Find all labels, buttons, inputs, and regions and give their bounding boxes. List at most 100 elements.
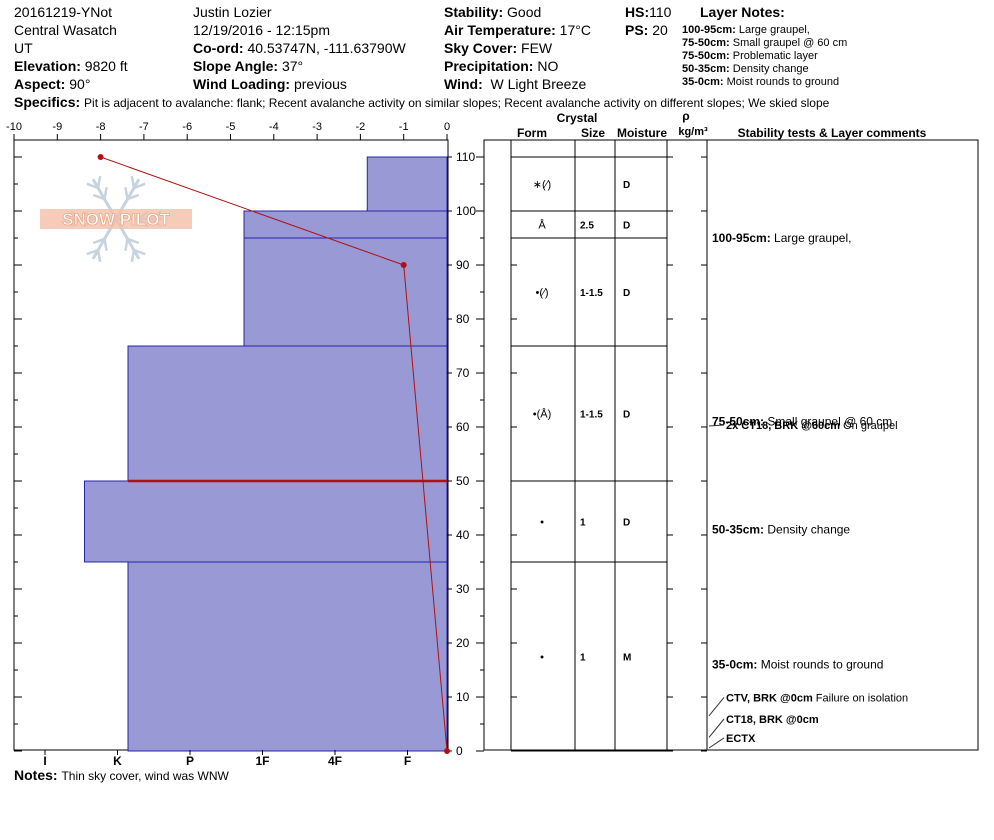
stability-test: ECTX [726, 733, 756, 745]
depth-tick-label: 30 [456, 582, 470, 596]
sky-value: FEW [521, 40, 553, 56]
crystal-size: 1-1.5 [580, 288, 603, 299]
ps-value: 20 [652, 22, 668, 38]
depth-tick-label: 70 [456, 366, 470, 380]
stability-value: Good [507, 4, 542, 20]
hardness-bar [127, 345, 448, 482]
aspect-value: 90° [69, 76, 91, 92]
depth-tick-label: 110 [456, 150, 475, 164]
depth-tick-label: 0 [456, 744, 463, 758]
stability-test-comment: On graupel [840, 420, 897, 432]
temp-tick-label: -8 [96, 121, 106, 133]
layer-note-range: 75-50cm: [682, 50, 730, 62]
layer-comment-range: 35-0cm: [712, 658, 761, 672]
slope-value: 37° [281, 58, 304, 74]
crystal-form: • [540, 517, 544, 529]
sky-cover: Sky Cover: FEW [444, 40, 552, 56]
hardness-tick-label: F [404, 754, 411, 768]
snowflake-branch [92, 237, 105, 245]
density-symbol: ρ [682, 109, 689, 123]
slope-angle: Slope Angle: 37° [193, 58, 303, 74]
temp-tick-label: -2 [356, 121, 366, 133]
moisture-header: Moisture [617, 126, 667, 140]
air-temp-value: 17°C [559, 22, 591, 38]
snowflake-branch [103, 187, 108, 200]
layer-note-range: 50-35cm: [682, 63, 730, 75]
hardness-tick-label: K [113, 754, 122, 768]
layer-note-item: 75-50cm: Small graupel @ 60 cm [682, 37, 847, 49]
snowflake-branch [86, 182, 99, 190]
snowflake-branch [86, 248, 99, 256]
layer-comment: 50-35cm: Density change [712, 523, 850, 537]
air-temp-label: Air Temperature: [444, 22, 556, 38]
hardness-bar [127, 561, 448, 752]
elevation-value: 9820 ft [84, 58, 128, 74]
hardness-bar [366, 156, 448, 212]
layer-note-range: 75-50cm: [682, 37, 730, 49]
crystal-size: 1 [580, 653, 586, 664]
crystal-form: Å [538, 219, 546, 232]
precip-value: NO [537, 58, 559, 74]
snowflake-branch [133, 248, 146, 256]
notes: Notes: Thin sky cover, wind was WNW [14, 767, 229, 783]
temp-tick-label: -9 [52, 121, 62, 133]
stability-test-arrow [708, 424, 725, 427]
hardness-bar [243, 210, 448, 239]
snowflake-branch [124, 238, 129, 251]
notes-label: Notes: [14, 767, 58, 783]
depth-tick-label: 60 [456, 420, 470, 434]
layer-comment-range: 100-95cm: [712, 231, 774, 245]
temp-tick-label: 0 [444, 121, 450, 133]
stability-test: CTV, BRK @0cm Failure on isolation [726, 692, 908, 704]
moisture-value: D [623, 221, 630, 232]
temperature-point [97, 154, 104, 160]
state: UT [14, 40, 33, 56]
stability: Stability: Good [444, 4, 541, 20]
layer-note-text: Problematic layer [729, 50, 818, 62]
elevation: Elevation: 9820 ft [14, 58, 128, 74]
layer-note-range: 35-0cm: [682, 76, 724, 88]
stability-test-arrow [708, 737, 725, 749]
aspect: Aspect: 90° [14, 76, 90, 92]
layer-comment-text: Density change [767, 523, 850, 537]
snowflake-branch [130, 249, 136, 263]
temperature-point [444, 748, 450, 754]
comments-header: Stability tests & Layer comments [738, 126, 927, 140]
precip-label: Precipitation: [444, 58, 534, 74]
logo-banner [40, 209, 192, 229]
range-name: Central Wasatch [14, 22, 117, 38]
moisture-value: D [623, 410, 630, 421]
snowflake-branch [96, 175, 102, 189]
notes-text: Thin sky cover, wind was WNW [61, 769, 229, 783]
wind-value: W Light Breeze [490, 76, 587, 92]
table-frame [483, 139, 979, 751]
snowflake-branch [133, 182, 146, 190]
layer-note-range: 100-95cm: [682, 24, 736, 36]
elevation-label: Elevation: [14, 58, 81, 74]
ps-label: PS: [625, 22, 649, 38]
crystal-form: •(⁄) [535, 287, 548, 299]
stability-test-arrow [708, 718, 725, 738]
layer-note-text: Density change [729, 63, 809, 75]
hardness-bar [243, 237, 448, 347]
stability-test-label: ECTX [726, 733, 756, 745]
hs-value: 110 [649, 4, 672, 20]
stability-test-arrow [708, 697, 725, 717]
stability-test-label: CTV, BRK @0cm [726, 692, 813, 704]
layer-note-text: Small graupel @ 60 cm [729, 37, 848, 49]
depth-tick-label: 90 [456, 258, 470, 272]
crystal-size: 1-1.5 [580, 410, 603, 421]
depth-tick-label: 50 [456, 474, 470, 488]
layer-comment-range: 50-35cm: [712, 523, 767, 537]
observer: Justin Lozier [193, 4, 272, 20]
layer-note-item: 75-50cm: Problematic layer [682, 50, 818, 62]
sky-label: Sky Cover: [444, 40, 518, 56]
layer-comment: 35-0cm: Moist rounds to ground [712, 658, 883, 672]
depth-tick-label: 20 [456, 636, 470, 650]
hardness-tick-label: 1F [255, 754, 269, 768]
temp-tick-label: -3 [312, 121, 322, 133]
layer-comment-text: Large graupel, [774, 231, 851, 245]
coordinates: Co-ord: 40.53747N, -111.63790W [193, 40, 406, 56]
temp-tick-label: -10 [6, 121, 22, 133]
